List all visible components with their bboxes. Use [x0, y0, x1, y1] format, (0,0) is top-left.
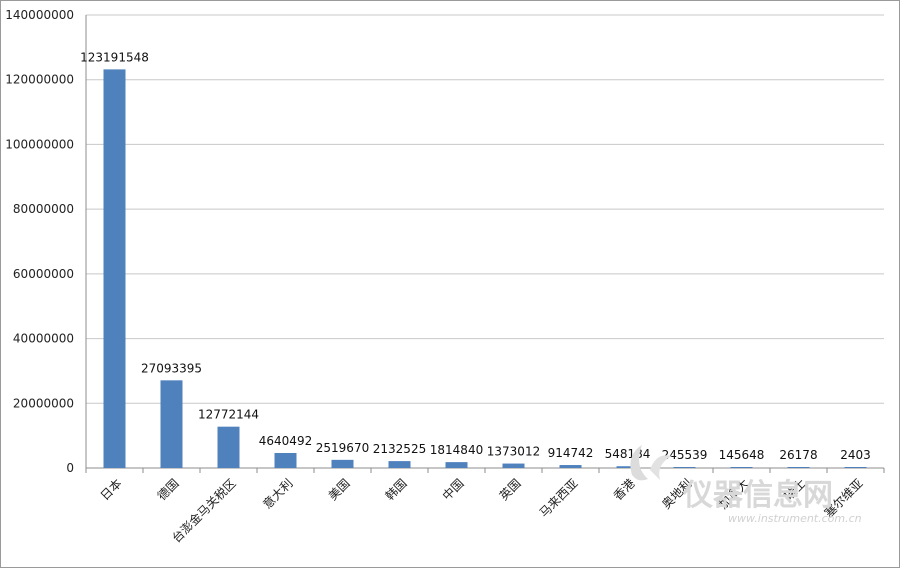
y-tick-label: 140000000 [5, 8, 74, 22]
watermark-text: 仪器信息网 [682, 478, 833, 513]
data-label: 548184 [605, 447, 651, 461]
bar [787, 467, 810, 468]
data-label: 2403 [840, 448, 871, 462]
bar [331, 459, 354, 468]
data-label: 27093395 [141, 361, 202, 375]
bar [559, 465, 582, 468]
bar [502, 463, 525, 468]
data-label: 2132525 [373, 442, 426, 456]
data-label: 123191548 [80, 50, 149, 64]
data-label: 914742 [548, 446, 594, 460]
data-label: 1373012 [487, 445, 540, 459]
data-label: 12772144 [198, 408, 259, 422]
x-tick-label: 美国 [326, 476, 353, 503]
bar [388, 461, 411, 468]
bars [103, 69, 867, 468]
bar [844, 467, 867, 468]
y-tick-label: 80000000 [13, 202, 74, 216]
data-label: 245539 [662, 448, 708, 462]
x-tick-label: 德国 [154, 476, 182, 504]
x-tick-label: 马来西亚 [537, 476, 581, 520]
bar [730, 467, 753, 468]
x-tick-label: 英国 [497, 476, 524, 503]
x-tick-label: 韩国 [382, 476, 410, 504]
y-tick-label: 100000000 [5, 137, 74, 151]
y-tick-label: 60000000 [13, 267, 74, 281]
bar [274, 452, 297, 468]
y-tick-label: 0 [66, 461, 74, 475]
data-label: 26178 [779, 448, 817, 462]
bar [103, 69, 126, 468]
data-label: 1814840 [430, 443, 483, 457]
watermark-url: www.instrument.com.cn [728, 512, 862, 525]
instrument-logo-icon [630, 445, 672, 481]
bar [673, 467, 696, 468]
x-tick-label: 香港 [611, 476, 638, 503]
bar [217, 426, 240, 468]
bar [616, 466, 639, 468]
data-label: 4640492 [259, 434, 312, 448]
x-tick-label: 中国 [439, 476, 467, 504]
x-tick-label: 日本 [98, 476, 125, 503]
bar [160, 380, 183, 468]
y-tick-label: 40000000 [13, 332, 74, 346]
y-tick-label: 120000000 [5, 73, 74, 87]
x-tick-label: 意大利 [260, 476, 296, 512]
grid-lines [85, 14, 884, 469]
data-label: 2519670 [316, 441, 369, 455]
data-label: 145648 [719, 448, 765, 462]
watermark: 仪器信息网 www.instrument.com.cn [630, 445, 862, 525]
y-tick-label: 20000000 [13, 396, 74, 410]
y-axis-ticks: 0 20000000 40000000 60000000 80000000 1000000… [5, 8, 74, 475]
bar [445, 462, 468, 468]
